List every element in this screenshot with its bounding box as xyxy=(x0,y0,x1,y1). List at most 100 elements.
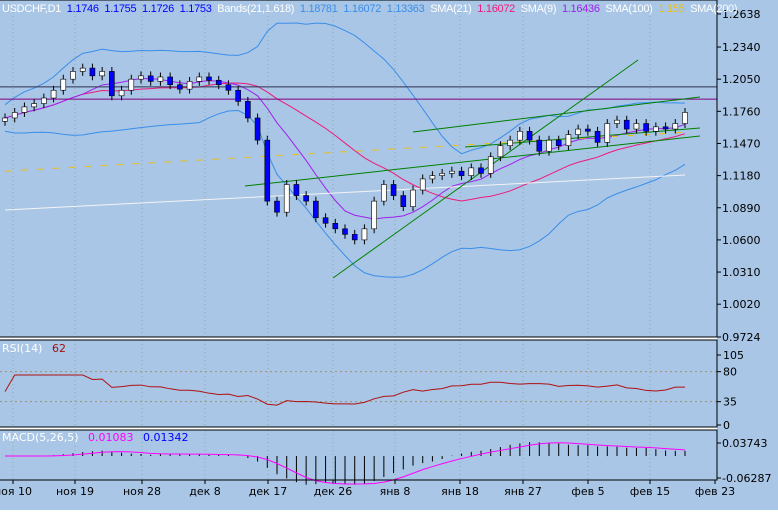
candle xyxy=(283,180,290,217)
candle-body xyxy=(478,167,484,174)
ohlc-low: 1.1726 xyxy=(142,3,174,15)
sma100-line xyxy=(4,131,686,172)
candle-body xyxy=(2,117,8,122)
date-label: фев 15 xyxy=(630,485,670,498)
macd-signal: 0.01342 xyxy=(143,431,189,444)
candle xyxy=(594,126,601,147)
price-label: 1.0600 xyxy=(722,234,761,247)
candle xyxy=(128,74,135,95)
candle-body xyxy=(604,123,611,143)
rsi-panel-bg xyxy=(0,340,717,427)
candle xyxy=(439,168,445,181)
date-label: ноя 10 xyxy=(0,485,32,498)
candle-body xyxy=(157,76,164,82)
candle-body xyxy=(585,128,591,132)
candle-body xyxy=(342,228,348,235)
candle-body xyxy=(623,119,630,130)
candle-body xyxy=(487,156,494,174)
candle-body xyxy=(79,67,86,72)
candle-body xyxy=(177,84,183,90)
candle xyxy=(371,196,377,234)
candle-body xyxy=(439,173,445,176)
rsi-label: RSI(14) xyxy=(2,342,43,355)
macd-label: MACD(5,26,5) xyxy=(2,431,79,444)
candle-body xyxy=(147,75,154,82)
candle xyxy=(109,66,115,101)
candle xyxy=(614,115,620,128)
date-label: дек 8 xyxy=(189,485,221,498)
candle xyxy=(487,152,494,178)
panel-border xyxy=(0,429,718,481)
candle-body xyxy=(332,222,339,230)
date-label: янв 18 xyxy=(441,485,479,498)
candle xyxy=(31,99,37,112)
candle xyxy=(157,72,164,86)
candle-body xyxy=(546,139,552,152)
bands-lower: 1.13363 xyxy=(386,3,425,15)
candle-body xyxy=(614,119,620,124)
date-label: ноя 19 xyxy=(56,485,94,498)
macd-axis-label: 0.03743 xyxy=(722,437,768,450)
candle-body xyxy=(283,184,290,213)
ohlc-high: 1.1755 xyxy=(104,3,137,15)
candle xyxy=(507,135,513,151)
candle-body xyxy=(99,71,105,77)
symbol-label: USDCHF,D1 xyxy=(2,3,62,15)
rsi-axis-label: 105 xyxy=(723,349,744,362)
candle xyxy=(361,224,368,245)
sma200-label: SMA(200) xyxy=(690,3,738,15)
candle-body xyxy=(458,170,465,176)
trend-line xyxy=(332,59,639,279)
axis-bg xyxy=(717,0,778,510)
candle xyxy=(381,180,387,206)
price-label: 1.2638 xyxy=(722,8,761,21)
rsi-value: 62 xyxy=(51,342,66,355)
sma9-value: 1.16436 xyxy=(561,3,600,15)
candle xyxy=(536,135,543,156)
candle-body xyxy=(507,139,513,146)
candle-body xyxy=(400,195,407,207)
candle-body xyxy=(565,134,572,146)
bands-label: Bands(21,1.618) xyxy=(217,3,295,15)
rsi-line xyxy=(4,374,685,406)
candle-body xyxy=(11,112,18,119)
candle xyxy=(672,119,679,134)
rsi-axis-label: 80 xyxy=(723,366,737,379)
rsi-axis-label: 0 xyxy=(723,419,730,432)
price-label: 1.1470 xyxy=(722,137,761,150)
candle xyxy=(254,113,261,145)
candle-body xyxy=(662,126,669,130)
candle xyxy=(468,163,475,181)
candle xyxy=(565,130,572,151)
candle xyxy=(322,213,329,228)
candle-body xyxy=(361,228,368,241)
candle-body xyxy=(410,189,416,207)
price-panel-bg xyxy=(0,0,717,337)
candle-body xyxy=(371,200,377,230)
candle xyxy=(478,163,484,178)
macd-signal-line xyxy=(5,442,686,485)
candle-body xyxy=(653,126,659,132)
candle-body xyxy=(264,139,271,202)
candle xyxy=(264,135,271,206)
price-label: 1.2050 xyxy=(722,73,761,86)
candle-body xyxy=(303,195,309,202)
date-label: янв 27 xyxy=(504,485,542,498)
candle xyxy=(662,122,669,134)
candle xyxy=(99,66,105,81)
time-axis-bg xyxy=(0,480,717,510)
candle xyxy=(147,71,154,86)
ohlc-open: 1.1746 xyxy=(66,3,99,15)
sma9-line xyxy=(4,78,686,220)
candle-body xyxy=(682,112,688,124)
candle-body xyxy=(633,123,640,130)
panel-border xyxy=(0,0,718,338)
sma21-label: SMA(21) xyxy=(430,3,472,15)
candle xyxy=(245,96,251,123)
candle xyxy=(390,180,397,200)
candle xyxy=(585,124,591,136)
price-label: 1.1760 xyxy=(722,105,761,118)
candle-body xyxy=(672,123,679,130)
